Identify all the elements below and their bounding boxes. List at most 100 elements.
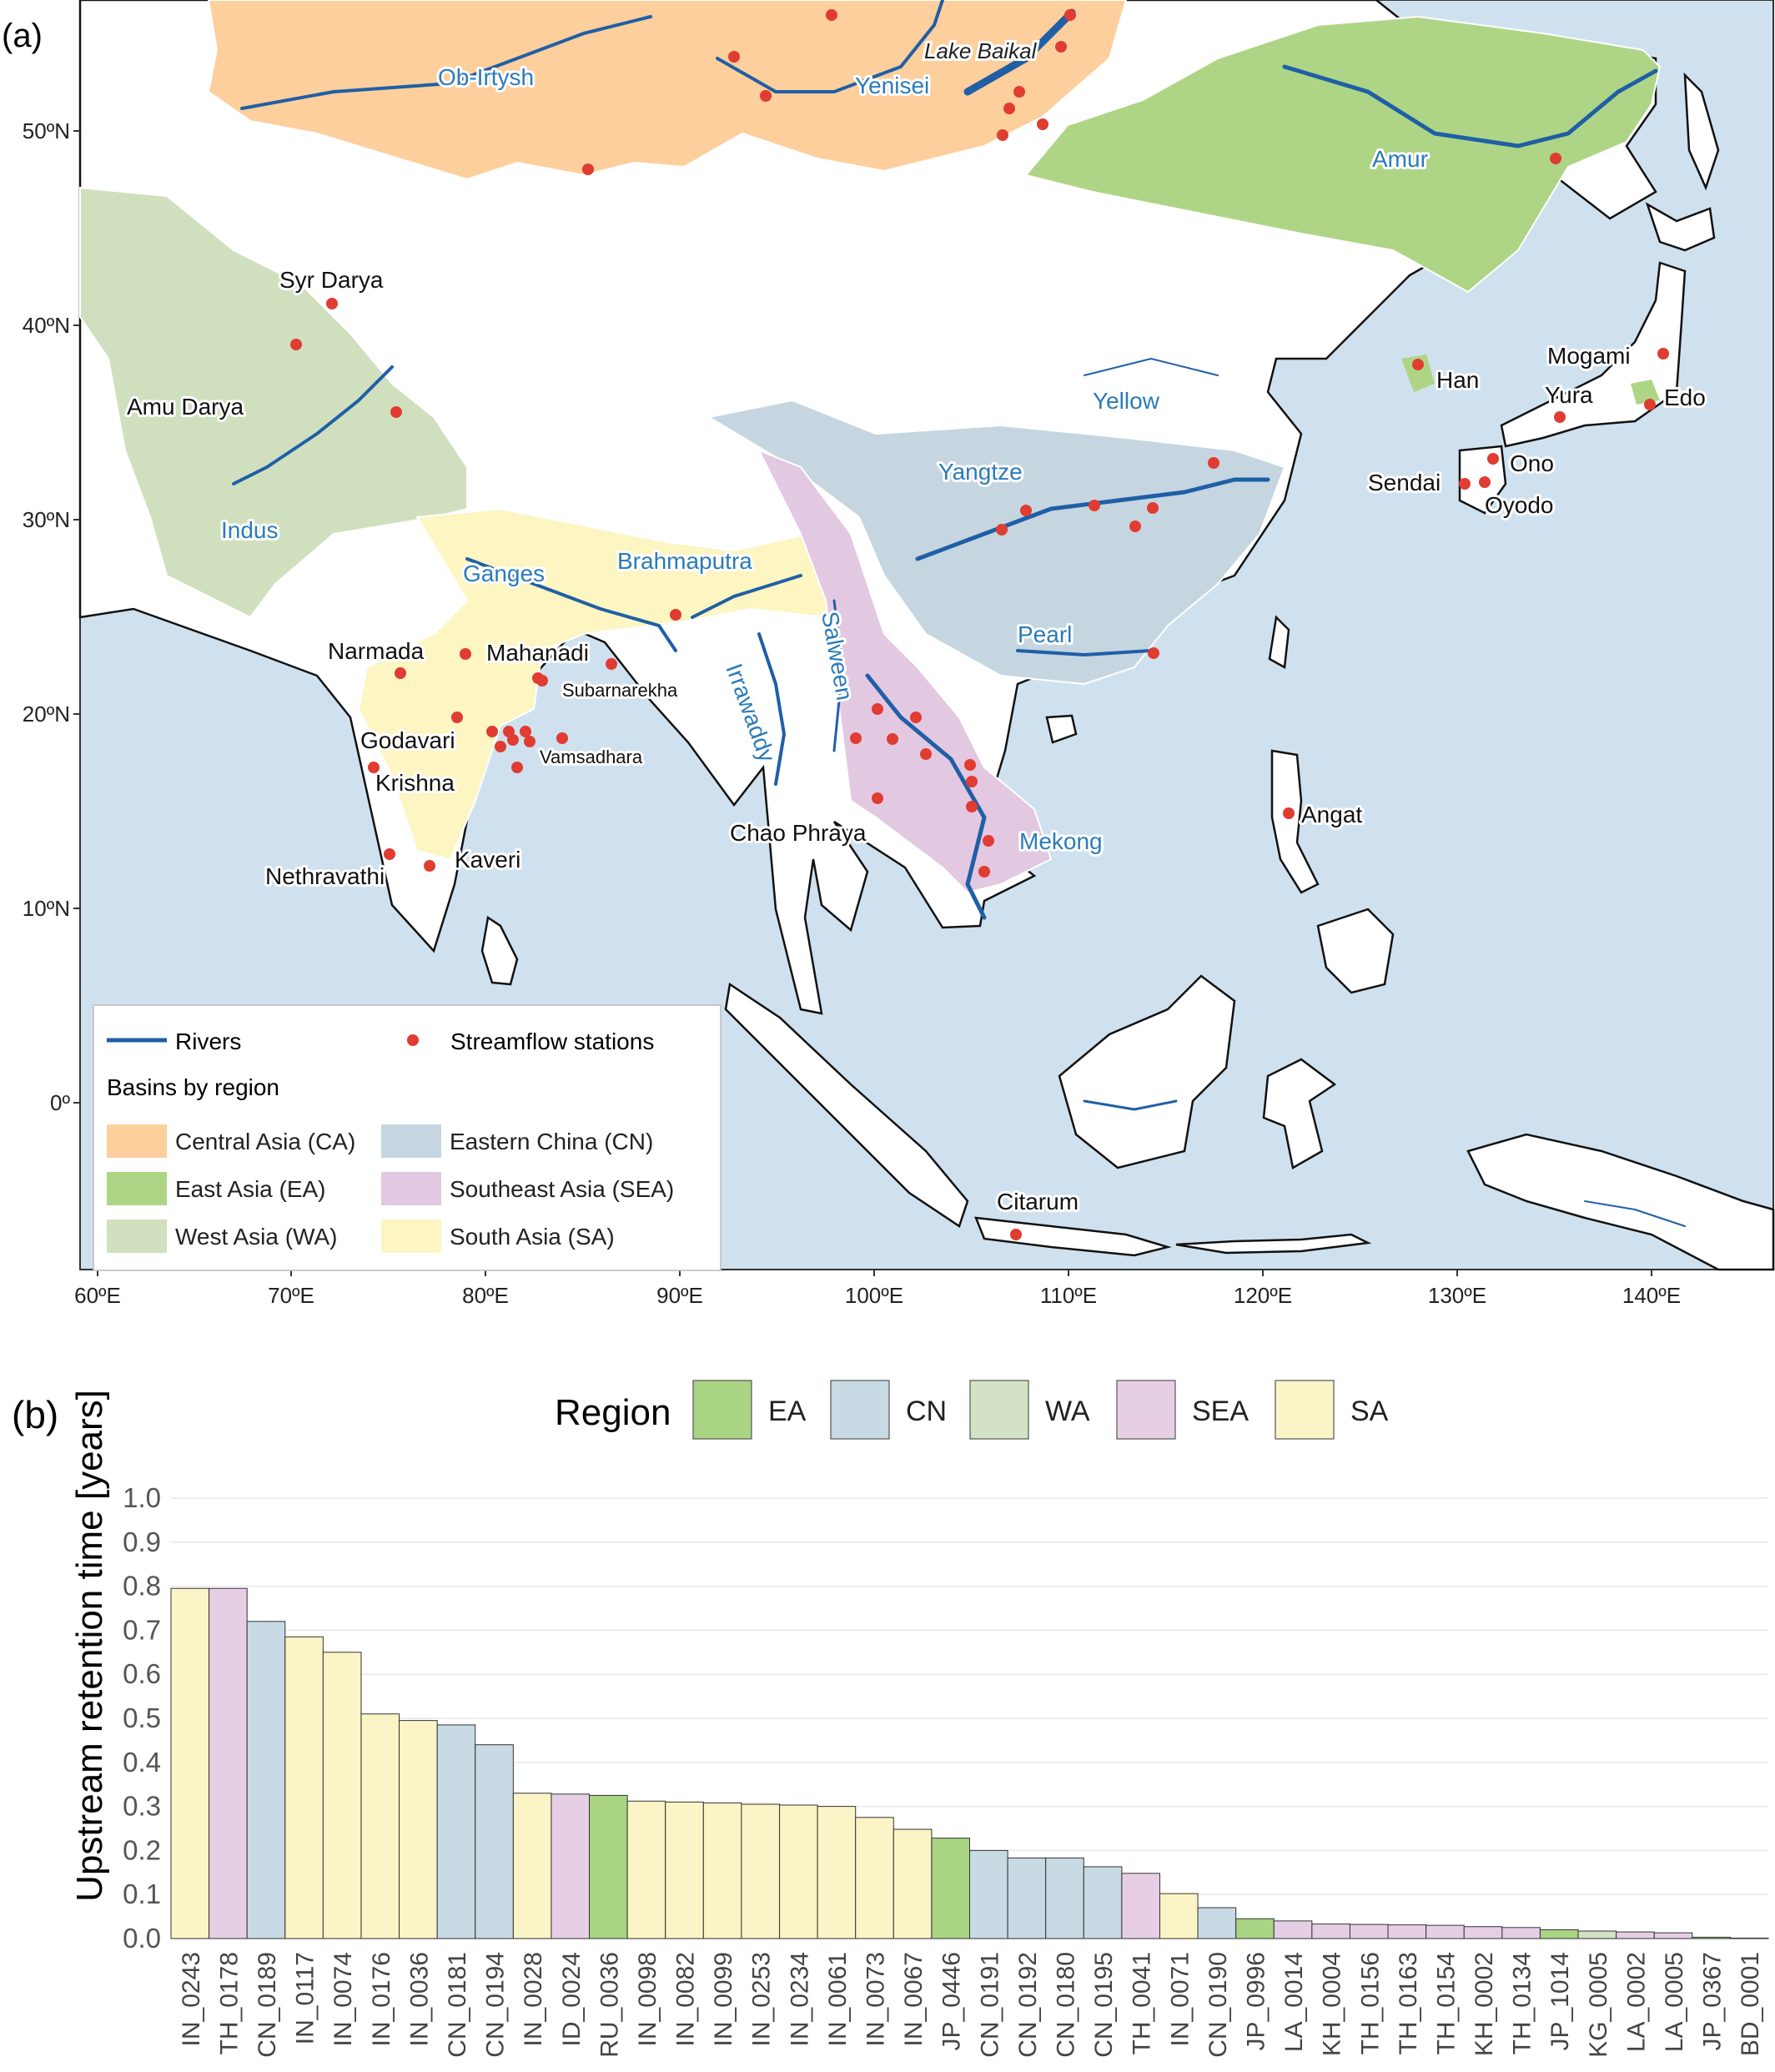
basin-central-asia xyxy=(207,0,1128,181)
x-tick-label: JP_0996 xyxy=(1242,1952,1270,2050)
y-tick-label: 0.2 xyxy=(123,1834,161,1865)
bar xyxy=(1159,1893,1199,1939)
station-label: Mogami xyxy=(1547,343,1631,369)
station-dot xyxy=(850,732,862,744)
legend-region-swatch xyxy=(107,1172,167,1205)
station-dot xyxy=(326,298,338,309)
legend-region-swatch xyxy=(107,1124,167,1158)
bar xyxy=(1539,1929,1579,1939)
station-dot xyxy=(1020,505,1032,516)
lon-tick-label: 90ºE xyxy=(656,1283,703,1308)
lake-baikal-label: Lake Baikal xyxy=(924,38,1038,63)
river-label: Yenisei xyxy=(855,73,929,98)
legend-basins-title: Basins by region xyxy=(107,1074,279,1100)
x-tick-label: JP_1014 xyxy=(1546,1952,1574,2050)
legend-rivers-label: Rivers xyxy=(175,1028,241,1054)
station-dot xyxy=(460,648,471,660)
chart-x-ticks: IN_0243 TH_0178 CN_0189 IN_0117 IN_0074 IN_01… xyxy=(178,1952,1764,2058)
station-dot xyxy=(910,712,922,723)
river-label: Yellow xyxy=(1093,388,1160,414)
station-label: Subarnarekha xyxy=(562,680,678,701)
station-dot xyxy=(556,732,568,744)
x-tick-label: IN_0253 xyxy=(748,1952,776,2046)
x-tick-label: IN_0061 xyxy=(824,1952,852,2046)
bar xyxy=(512,1793,552,1939)
y-tick-label: 0.1 xyxy=(123,1878,161,1909)
panel-a-label: (a) xyxy=(2,18,43,54)
x-tick-label: LA_0002 xyxy=(1622,1952,1650,2052)
bar xyxy=(893,1828,933,1939)
station-dot xyxy=(451,712,463,723)
basin-southeast-asia xyxy=(757,449,1053,894)
station-dot xyxy=(1550,153,1561,164)
lat-tick-label: 0º xyxy=(50,1090,70,1115)
station-dot xyxy=(495,741,506,752)
x-tick-label: IN_0176 xyxy=(368,1952,395,2046)
bar xyxy=(626,1800,666,1939)
bar xyxy=(1692,1936,1731,1939)
x-tick-label: ID_0024 xyxy=(558,1952,586,2046)
station-label: Amu Darya xyxy=(127,394,244,420)
hainan xyxy=(1045,714,1078,744)
bar xyxy=(1273,1920,1313,1939)
lake-baikal xyxy=(963,8,1076,96)
bar xyxy=(1616,1931,1655,1939)
x-tick-label: IN_0073 xyxy=(862,1952,890,2046)
x-tick-label: CN_0191 xyxy=(976,1952,1003,2058)
legend-region-label: Eastern China (CN) xyxy=(450,1129,653,1154)
legend-region-label: West Asia (WA) xyxy=(175,1224,337,1250)
x-tick-label: CN_0181 xyxy=(444,1952,471,2058)
x-tick-label: IN_0036 xyxy=(405,1952,433,2046)
river-yangtze xyxy=(915,477,1270,561)
station-dot xyxy=(1657,348,1669,360)
station-dot xyxy=(966,801,978,812)
bar xyxy=(170,1587,210,1939)
new-guinea xyxy=(1466,1133,1775,1271)
panel-b-label: (b) xyxy=(12,1393,58,1436)
chart-y-ticks: 0.0 0.1 0.2 0.3 0.4 0.5 0.6 0.7 0.8 0.9 1.0 xyxy=(123,1482,161,1954)
river-amur xyxy=(1282,64,1658,148)
river-label: Pearl xyxy=(1018,621,1072,647)
x-tick-label: TH_0134 xyxy=(1509,1952,1536,2054)
lon-tick-label: 120ºE xyxy=(1234,1283,1292,1308)
x-tick-label: LA_0005 xyxy=(1661,1952,1688,2052)
lat-tick-label: 20ºN xyxy=(23,702,70,727)
sri-lanka xyxy=(480,915,519,986)
chart-legend-label: SA xyxy=(1350,1396,1389,1427)
station-dot xyxy=(536,675,548,686)
station-dot xyxy=(290,339,302,350)
bar xyxy=(360,1713,400,1939)
station-dot xyxy=(826,9,837,21)
x-tick-label: KH_0002 xyxy=(1471,1952,1498,2056)
river-yenisei xyxy=(716,0,944,93)
station-dot xyxy=(390,406,402,418)
lon-tick-label: 110ºE xyxy=(1040,1283,1097,1308)
station-dot xyxy=(1459,478,1471,490)
station-label: Angat xyxy=(1301,802,1362,827)
station-label: Mahanadi xyxy=(486,640,589,666)
station-label: Han xyxy=(1436,367,1479,393)
bar xyxy=(1387,1924,1427,1939)
station-dot xyxy=(1089,500,1100,511)
bar xyxy=(1653,1932,1693,1939)
x-tick-label: JP_0446 xyxy=(938,1952,966,2050)
bar xyxy=(1197,1907,1237,1939)
station-dot xyxy=(368,762,380,773)
station-dot xyxy=(978,866,990,878)
bar xyxy=(322,1652,362,1939)
bar xyxy=(246,1621,286,1939)
bar-chart: Upstream retention time [years] 0.00.10.… xyxy=(69,1390,1769,2058)
x-tick-label: TH_0156 xyxy=(1356,1952,1384,2054)
chart-legend-label: WA xyxy=(1045,1396,1090,1427)
legend-region-swatch xyxy=(381,1124,441,1158)
x-tick-label: IN_0098 xyxy=(634,1952,661,2046)
station-label: Kaveri xyxy=(455,847,520,873)
chart-legend-label: CN xyxy=(906,1396,947,1427)
y-tick-label: 0.4 xyxy=(123,1747,161,1778)
basin-west-asia xyxy=(79,186,468,619)
station-label: Godavari xyxy=(360,727,455,753)
x-tick-label: CN_0190 xyxy=(1204,1952,1232,2058)
station-dot xyxy=(983,835,994,847)
station-label: Krishna xyxy=(375,770,455,796)
